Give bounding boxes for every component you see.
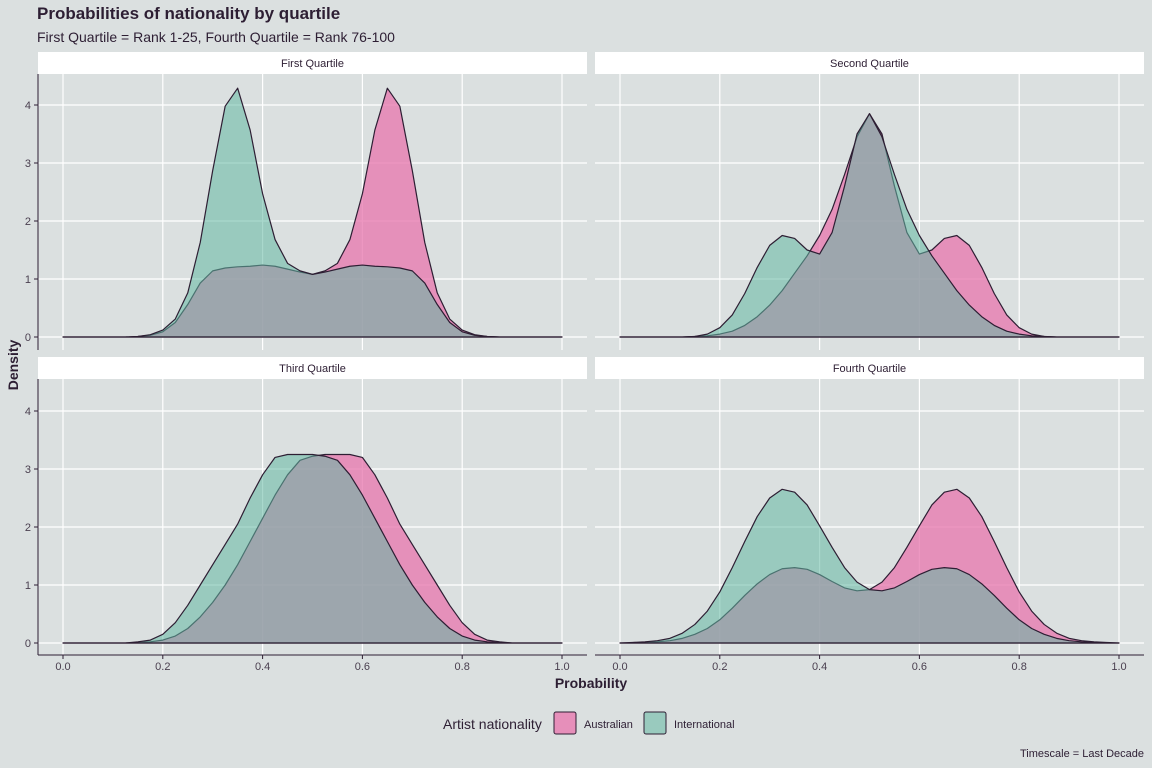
- x-tick-label: 0.4: [812, 661, 827, 673]
- y-tick-label: 1: [25, 274, 31, 286]
- y-tick-label: 2: [25, 216, 31, 228]
- density-area-international: [619, 488, 1120, 644]
- x-tick-label: 1.0: [1111, 661, 1126, 673]
- y-tick-label: 4: [25, 406, 31, 418]
- chart-subtitle: First Quartile = Rank 1-25, Fourth Quart…: [37, 29, 395, 45]
- y-tick-label: 4: [25, 100, 31, 112]
- x-tick-label: 0.0: [55, 661, 70, 673]
- x-tick-label: 0.6: [355, 661, 370, 673]
- density-area-international: [619, 113, 1120, 338]
- facet-strip: [38, 357, 587, 379]
- y-tick-label: 1: [25, 580, 31, 592]
- facet-strip: [595, 357, 1144, 379]
- x-tick-label: 1.0: [554, 661, 569, 673]
- panels-layer: First Quartile 0 1 2 3 4 Second Quartile Third …: [25, 52, 1144, 673]
- x-axis-title: Probability: [555, 675, 628, 691]
- facet-strip-label: Fourth Quartile: [833, 363, 906, 375]
- panel-first-quartile: First Quartile 0 1 2 3 4: [25, 52, 587, 350]
- x-tick-label: 0.8: [1012, 661, 1027, 673]
- facet-strip-label: Third Quartile: [279, 363, 346, 375]
- x-tick-label: 0.4: [255, 661, 270, 673]
- facet-strip: [595, 52, 1144, 74]
- legend-key-international: [643, 711, 667, 735]
- chart-title: Probabilities of nationality by quartile: [37, 4, 341, 23]
- facet-strip-label: First Quartile: [281, 58, 344, 70]
- x-tick-label: 0.6: [912, 661, 927, 673]
- facet-strip-label: Second Quartile: [830, 58, 909, 70]
- y-tick-label: 2: [25, 522, 31, 534]
- panel-third-quartile: Third Quartile 0 1 2 3 4 0.0 0.2 0.4 0.6 0.8 1.0: [25, 357, 587, 673]
- y-tick-label: 3: [25, 158, 31, 170]
- y-axis-title: Density: [5, 340, 21, 391]
- y-tick-label: 0: [25, 332, 31, 344]
- x-tick-label: 0.0: [612, 661, 627, 673]
- panel-second-quartile: Second Quartile: [595, 52, 1144, 350]
- x-tick-label: 0.8: [455, 661, 470, 673]
- y-tick-label: 3: [25, 464, 31, 476]
- legend-key-australian: [553, 711, 577, 735]
- legend: Artist nationality Australian Internatio…: [443, 711, 735, 735]
- chart-caption: Timescale = Last Decade: [1019, 748, 1144, 760]
- density-area-international: [62, 87, 563, 338]
- x-tick-label: 0.2: [712, 661, 727, 673]
- legend-label-australian: Australian: [584, 719, 633, 731]
- legend-title: Artist nationality: [443, 716, 542, 732]
- x-tick-label: 0.2: [155, 661, 170, 673]
- legend-label-international: International: [674, 719, 735, 731]
- y-tick-label: 0: [25, 638, 31, 650]
- facet-strip: [38, 52, 587, 74]
- panel-fourth-quartile: Fourth Quartile 0.0 0.2 0.4 0.6 0.8 1.0: [595, 357, 1144, 673]
- density-area-international: [62, 453, 563, 644]
